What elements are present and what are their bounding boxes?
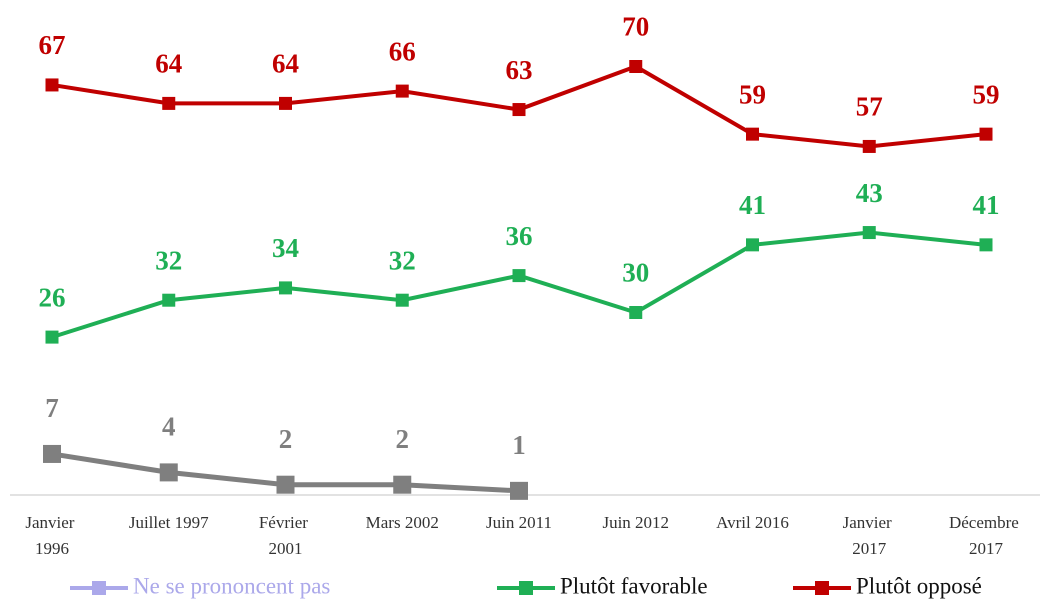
marker — [512, 269, 526, 283]
data-label: 26 — [39, 282, 66, 312]
x-tick-label: Avril 2016 — [716, 513, 789, 532]
x-tick-label: Décembre 2017 — [949, 513, 1023, 558]
data-label: 4 — [162, 412, 176, 442]
legend-marker — [815, 581, 829, 595]
data-label: 1 — [512, 430, 526, 460]
legend-marker — [92, 581, 106, 595]
data-label: 32 — [155, 245, 182, 275]
legend-marker — [519, 581, 533, 595]
data-label: 2 — [396, 424, 410, 454]
marker — [159, 463, 178, 482]
data-label: 41 — [739, 190, 766, 220]
x-tick-label: Juillet 1997 — [129, 513, 209, 532]
marker — [629, 306, 643, 319]
data-label: 2 — [279, 424, 293, 454]
marker — [629, 60, 643, 73]
marker — [162, 96, 176, 110]
marker — [279, 96, 292, 110]
marker — [45, 78, 59, 92]
data-label: 32 — [389, 245, 416, 275]
data-label: 64 — [155, 49, 182, 79]
x-tick-label: Juin 2012 — [602, 513, 669, 532]
marker — [510, 481, 528, 500]
marker — [395, 293, 409, 307]
data-label: 63 — [506, 55, 533, 85]
data-label: 43 — [856, 178, 883, 208]
x-tick-label: Juin 2011 — [486, 513, 552, 532]
marker — [162, 293, 176, 307]
marker — [512, 103, 526, 117]
marker — [395, 84, 409, 98]
data-label: 67 — [39, 30, 66, 60]
x-tick-label: Janvier 1996 — [25, 513, 78, 558]
legend-label: Plutôt opposé — [856, 573, 982, 598]
data-label: 66 — [389, 36, 416, 66]
data-label: 36 — [506, 221, 533, 251]
marker — [279, 281, 292, 295]
marker — [43, 444, 61, 463]
data-label: 59 — [973, 79, 1000, 109]
x-tick-label: Janvier 2017 — [843, 513, 896, 558]
data-label: 34 — [272, 233, 299, 263]
data-label: 7 — [45, 393, 59, 423]
marker — [862, 226, 876, 240]
marker — [746, 127, 759, 141]
data-label: 57 — [856, 92, 883, 122]
marker — [979, 127, 993, 141]
data-label: 70 — [622, 12, 649, 42]
data-label: 64 — [272, 49, 299, 79]
data-label: 59 — [739, 79, 766, 109]
marker — [746, 238, 759, 252]
legend-label: Plutôt favorable — [560, 573, 708, 598]
marker — [45, 330, 59, 344]
marker — [276, 475, 295, 494]
legend-label: Ne se prononcent pas — [133, 573, 330, 598]
marker — [393, 475, 412, 494]
marker — [862, 139, 876, 153]
data-label: 30 — [622, 258, 649, 288]
marker — [979, 238, 993, 252]
x-tick-label: Février 2001 — [259, 513, 312, 558]
x-tick-label: Mars 2002 — [366, 513, 439, 532]
data-label: 41 — [973, 190, 1000, 220]
